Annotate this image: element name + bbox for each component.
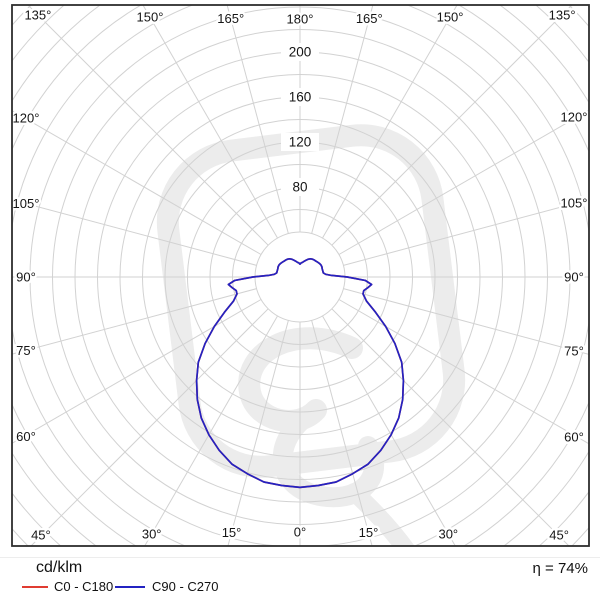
angle-tick-label: 135°	[24, 8, 51, 23]
angle-tick-label: 75°	[564, 343, 584, 358]
angle-tick-label: 90°	[564, 270, 584, 285]
grid-spoke	[322, 5, 458, 239]
diagram-frame	[11, 4, 590, 547]
angle-tick-label: 15°	[222, 525, 242, 540]
grid-spoke	[331, 5, 573, 246]
angle-tick-label: 45°	[549, 528, 569, 543]
angle-tick-label: 165°	[217, 11, 244, 26]
angle-tick-label: 180°	[287, 12, 314, 27]
grid-spoke	[144, 315, 278, 546]
curve-c90-c270	[195, 257, 405, 489]
ring-value-label: 200	[289, 45, 312, 60]
angle-tick-label: 30°	[438, 526, 458, 541]
grid-spoke	[12, 288, 257, 355]
legend-c90-color-line	[115, 586, 145, 588]
grid-spoke	[226, 5, 289, 234]
angle-tick-label: 45°	[31, 528, 51, 543]
grid-spoke	[311, 5, 374, 234]
angle-tick-label: 150°	[137, 10, 164, 25]
angle-labels: 0° 15° 15° 30° 30° 45° 45° 60° 60° 75° 75° 90° 90° 10…	[10, 5, 590, 545]
grid-ring	[254, 231, 346, 323]
angle-tick-label: 135°	[549, 8, 576, 23]
angle-tick-label: 105°	[13, 196, 40, 211]
ring-value-label: 80	[292, 180, 307, 195]
grid-spoke	[30, 308, 269, 546]
grid-spoke	[12, 299, 262, 444]
angle-tick-label: 60°	[16, 429, 36, 444]
legend-c90-label: C90 - C270	[152, 579, 219, 594]
ring-value-labels: 80 120 160 200	[281, 43, 319, 196]
grid-spoke	[311, 320, 373, 546]
grid-spoke	[338, 109, 589, 255]
legend-c0-label: C0 - C180	[54, 579, 114, 594]
angle-tick-label: 120°	[561, 110, 588, 125]
legend-separator-line	[0, 557, 600, 558]
units-label: cd/klm	[36, 559, 83, 576]
efficiency-value: η = 74%	[532, 560, 588, 577]
legend-c0-color-line	[22, 586, 48, 588]
ring-value-label: 120	[289, 135, 312, 150]
angle-tick-label: 75°	[16, 343, 36, 358]
grid-spoke	[343, 288, 589, 355]
angle-tick-label: 30°	[142, 526, 162, 541]
angle-tick-label: 0°	[294, 525, 306, 540]
grid-spoke	[142, 5, 278, 239]
grid-spoke	[331, 308, 570, 546]
grid-spoke	[12, 199, 257, 266]
grid-spoke	[338, 299, 589, 445]
angle-tick-label: 15°	[359, 525, 379, 540]
angle-tick-label: 60°	[564, 429, 584, 444]
ring-value-label: 160	[289, 90, 312, 105]
angle-tick-label: 105°	[561, 196, 588, 211]
intensity-curves	[195, 257, 405, 489]
angle-tick-label: 90°	[16, 270, 36, 285]
grid-spoke	[27, 5, 269, 246]
grid-spoke	[12, 110, 262, 255]
grid-spoke	[227, 320, 289, 546]
angle-tick-label: 150°	[437, 10, 464, 25]
grid-spoke	[322, 315, 456, 546]
angle-tick-label: 120°	[13, 110, 40, 125]
angle-tick-label: 165°	[356, 11, 383, 26]
grid-spoke	[343, 199, 589, 266]
